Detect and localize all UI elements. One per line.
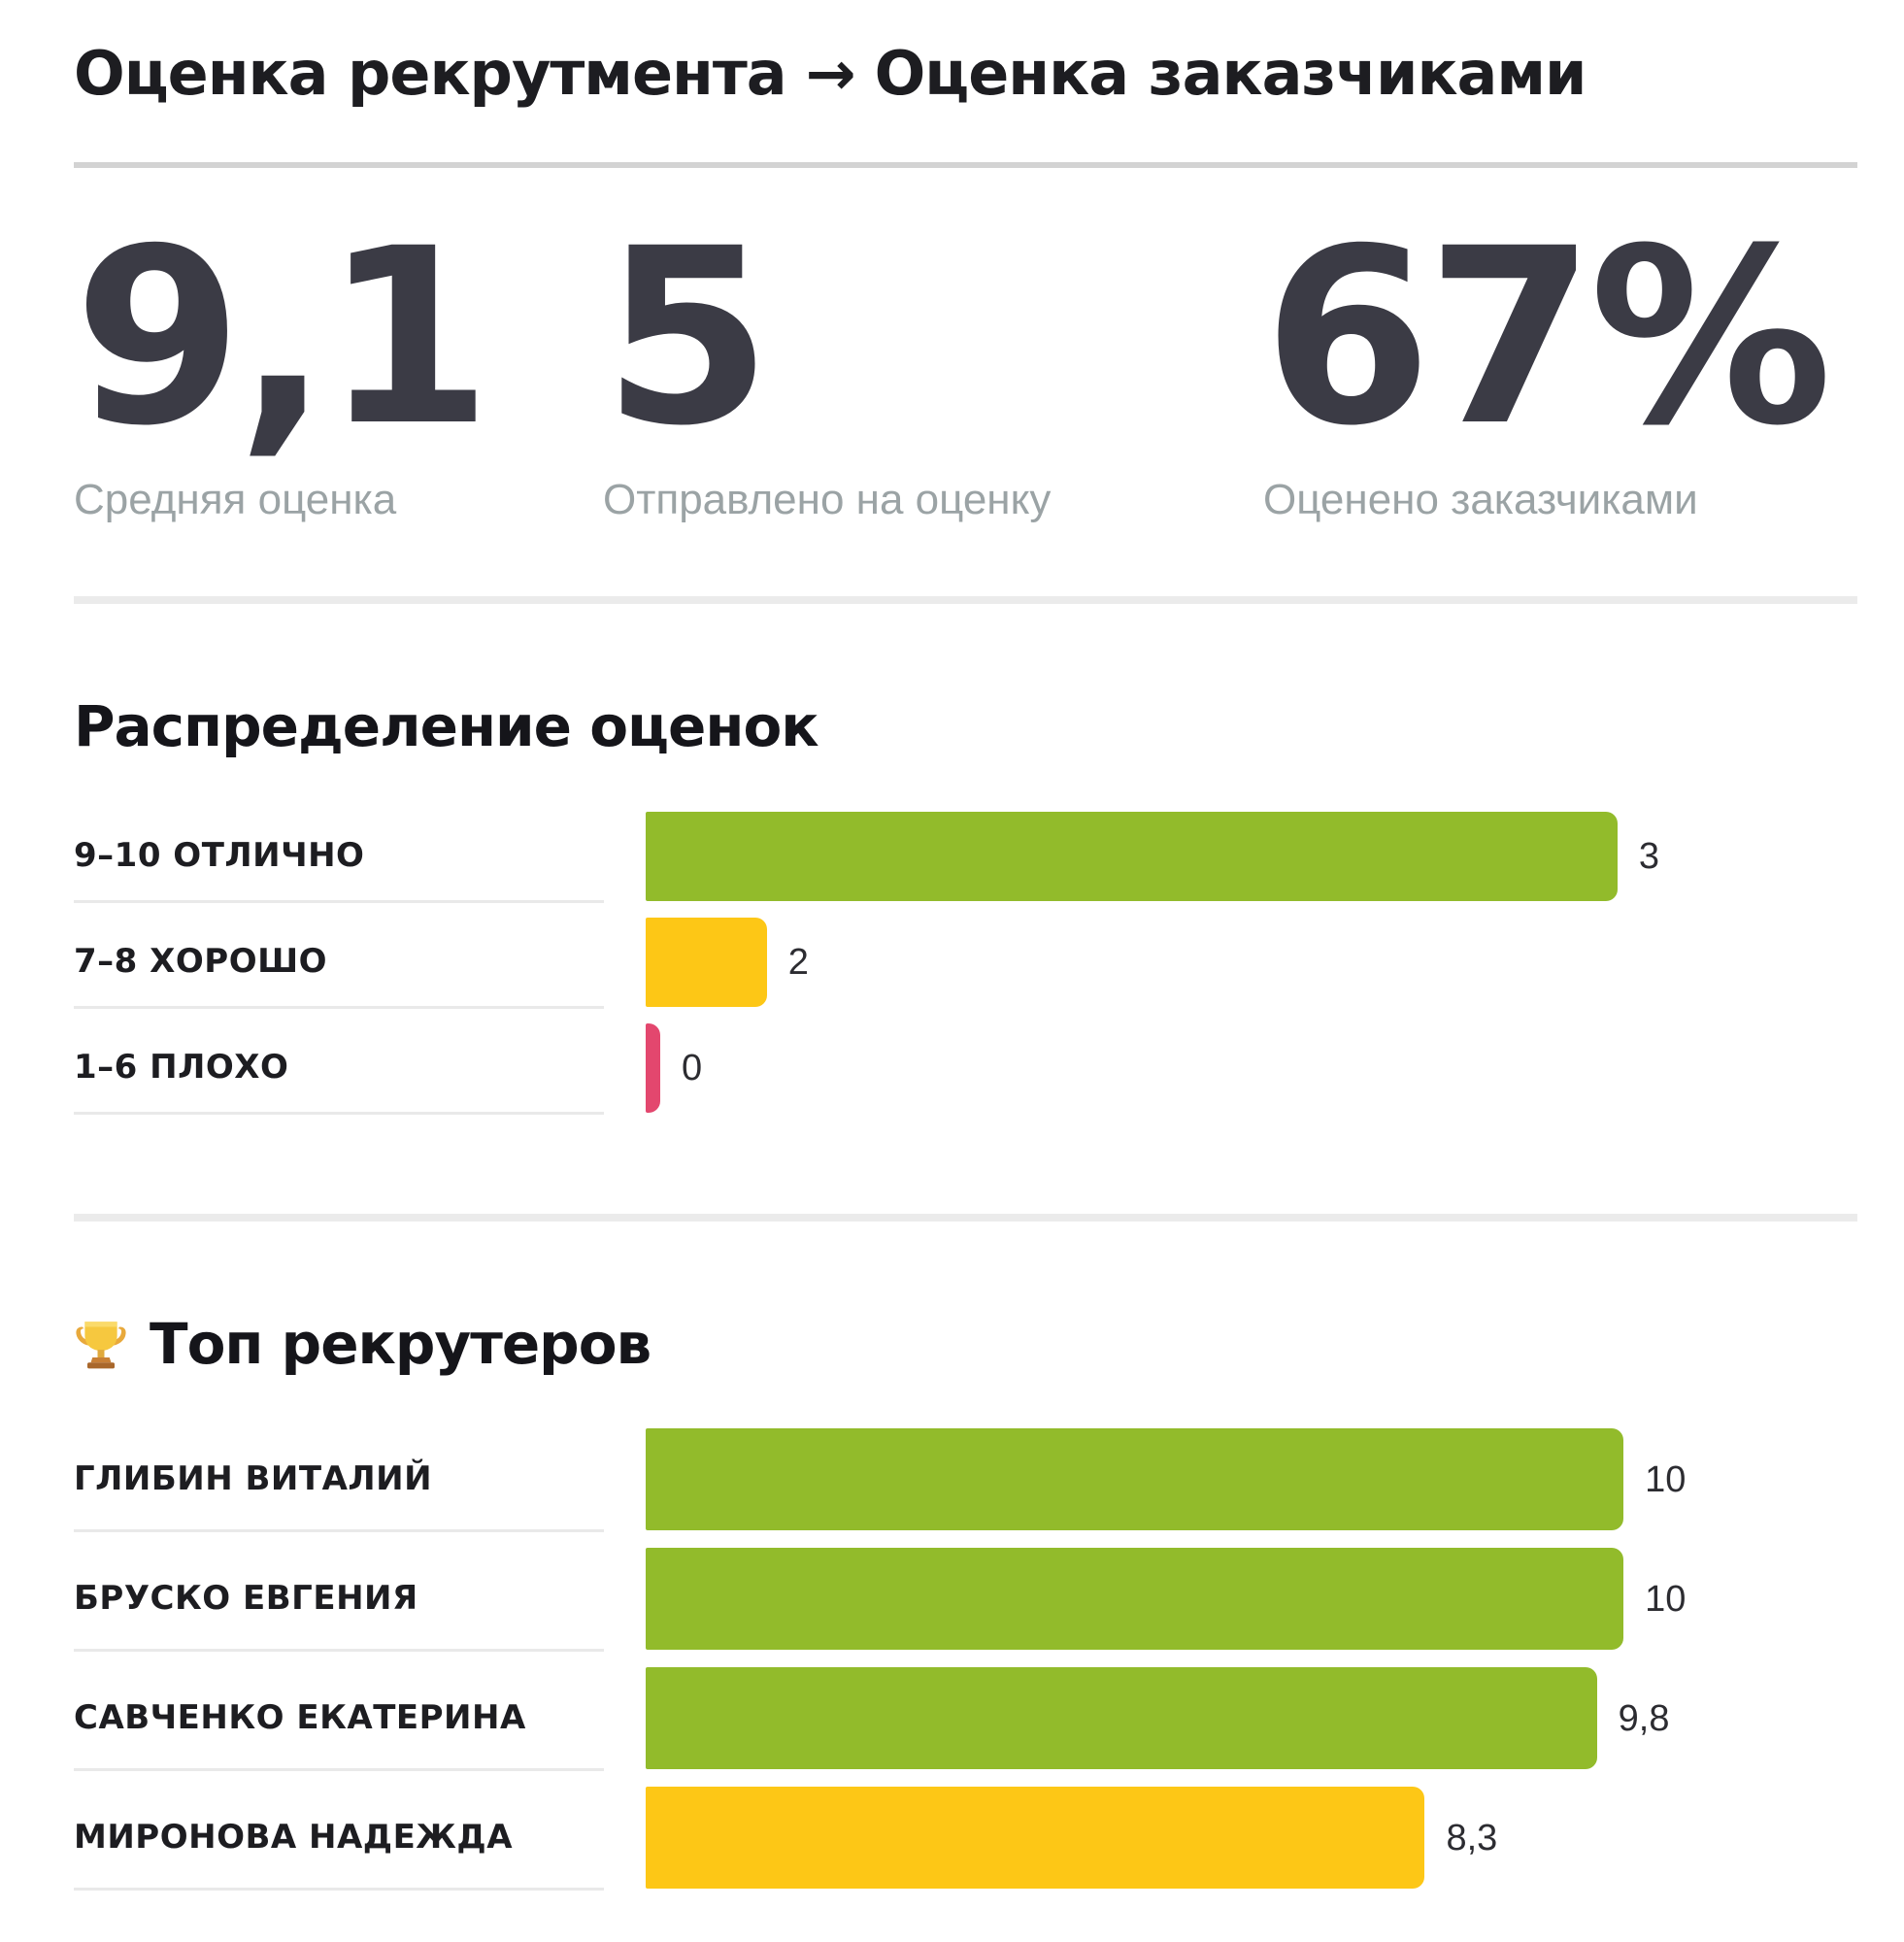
top-recruiters-chart: ГЛИБИН ВИТАЛИЙ 10 БРУСКО ЕВГЕНИЯ 10 САВЧ… [74, 1428, 1857, 1892]
chart-row-good: 7–8 ХОРОШО 2 [74, 917, 1857, 1009]
row-divider [74, 1768, 604, 1772]
chart-row-recruiter: БРУСКО ЕВГЕНИЯ 10 [74, 1548, 1857, 1653]
bar-track: 3 [646, 811, 1857, 901]
stat-label: Оценено заказчиками [1263, 476, 1698, 524]
recruiter-score-bar [646, 1428, 1624, 1531]
bar-bad [646, 1022, 660, 1113]
category-label: 1–6 ПЛОХО [74, 1048, 289, 1088]
category-label-cell: МИРОНОВА НАДЕЖДА [74, 1787, 646, 1892]
chart-row-recruiter: ГЛИБИН ВИТАЛИЙ 10 [74, 1428, 1857, 1533]
recruiter-name: МИРОНОВА НАДЕЖДА [74, 1818, 514, 1858]
stat-sent-for-review: 5 Отправлено на оценку [603, 217, 1263, 526]
recruiter-name: ГЛИБИН ВИТАЛИЙ [74, 1459, 433, 1499]
section-title-distribution: Распределение оценок [74, 693, 1857, 761]
bar-value: 8,3 [1446, 1817, 1498, 1858]
page-title: Оценка рекрутмента → Оценка заказчиками [74, 38, 1857, 109]
title-divider [74, 162, 1857, 169]
row-divider [74, 1888, 604, 1892]
section-title-text: Топ рекрутеров [150, 1310, 651, 1377]
bar-value: 2 [787, 941, 809, 983]
stats-row: 9,1 Средняя оценка 5 Отправлено на оценк… [74, 217, 1857, 526]
bar-good [646, 917, 767, 1007]
stat-value: 9,1 [74, 196, 492, 480]
category-label-cell: БРУСКО ЕВГЕНИЯ [74, 1548, 646, 1653]
bar-value: 0 [681, 1047, 703, 1088]
chart-row-recruiter: САВЧЕНКО ЕКАТЕРИНА 9,8 [74, 1667, 1857, 1772]
stat-value: 67% [1263, 196, 1832, 480]
category-label-cell: САВЧЕНКО ЕКАТЕРИНА [74, 1667, 646, 1772]
category-label: 7–8 ХОРОШО [74, 942, 327, 982]
row-divider [74, 1111, 604, 1115]
chart-row-bad: 1–6 ПЛОХО 0 [74, 1022, 1857, 1115]
ratings-distribution-chart: 9–10 ОТЛИЧНО 3 7–8 ХОРОШО 2 1–6 ПЛОХО [74, 811, 1857, 1115]
chart-row-recruiter: МИРОНОВА НАДЕЖДА 8,3 [74, 1787, 1857, 1892]
bar-value: 9,8 [1618, 1697, 1670, 1739]
category-label: 9–10 ОТЛИЧНО [74, 836, 365, 876]
trophy-icon [76, 1322, 126, 1369]
row-divider [74, 1649, 604, 1653]
chart-row-excellent: 9–10 ОТЛИЧНО 3 [74, 811, 1857, 903]
page-title-right: Оценка заказчиками [874, 38, 1587, 109]
bar-track: 0 [646, 1022, 1857, 1113]
bar-value: 10 [1645, 1578, 1687, 1620]
category-label-cell: 1–6 ПЛОХО [74, 1023, 646, 1115]
bar-track: 2 [646, 917, 1857, 1007]
recruiter-score-bar [646, 1787, 1425, 1890]
recruiter-name: БРУСКО ЕВГЕНИЯ [74, 1579, 418, 1619]
bar-track: 10 [646, 1548, 1857, 1651]
section-title-top-recruiters: Топ рекрутеров [74, 1311, 1857, 1379]
page-title-left: Оценка рекрутмента [74, 38, 787, 109]
bar-track: 10 [646, 1428, 1857, 1531]
arrow-right-icon: → [805, 38, 856, 109]
section-divider [74, 596, 1857, 605]
category-label-cell: 7–8 ХОРОШО [74, 918, 646, 1009]
bar-excellent [646, 811, 1618, 901]
stat-label: Средняя оценка [74, 476, 397, 524]
category-label-cell: ГЛИБИН ВИТАЛИЙ [74, 1428, 646, 1533]
bar-value: 3 [1638, 835, 1660, 877]
stat-average-score: 9,1 Средняя оценка [74, 217, 603, 526]
category-label-cell: 9–10 ОТЛИЧНО [74, 812, 646, 903]
recruiter-score-bar [646, 1548, 1624, 1651]
row-divider [74, 1529, 604, 1533]
row-divider [74, 1005, 604, 1009]
section-divider [74, 1213, 1857, 1222]
bar-track: 9,8 [646, 1667, 1857, 1770]
bar-track: 8,3 [646, 1787, 1857, 1890]
recruiter-score-bar [646, 1667, 1597, 1770]
stat-rated-by-customers: 67% Оценено заказчиками [1263, 217, 1857, 526]
stat-label: Отправлено на оценку [603, 476, 1052, 524]
recruiter-name: САВЧЕНКО ЕКАТЕРИНА [74, 1698, 526, 1738]
bar-value: 10 [1645, 1458, 1687, 1500]
section-title-text: Распределение оценок [74, 693, 819, 760]
stat-value: 5 [603, 196, 772, 480]
row-divider [74, 899, 604, 903]
